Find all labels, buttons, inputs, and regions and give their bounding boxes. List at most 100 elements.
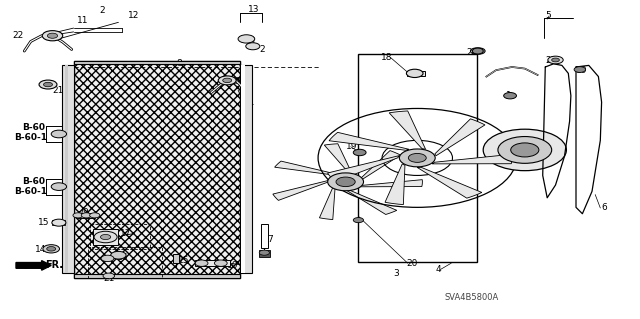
Text: 16: 16 <box>116 253 128 262</box>
Circle shape <box>246 43 260 50</box>
Bar <box>173 254 179 263</box>
Text: 8: 8 <box>176 59 182 68</box>
FancyArrow shape <box>16 261 51 270</box>
Bar <box>195 260 230 266</box>
Bar <box>65 65 68 273</box>
Text: 17: 17 <box>120 229 132 238</box>
Circle shape <box>483 129 566 171</box>
Circle shape <box>328 173 364 191</box>
Text: 15: 15 <box>178 256 189 265</box>
Polygon shape <box>275 161 339 175</box>
Circle shape <box>259 250 269 255</box>
Text: 22: 22 <box>230 77 242 86</box>
Text: FR.: FR. <box>45 260 63 271</box>
Bar <box>358 54 477 262</box>
Text: 1: 1 <box>506 91 511 100</box>
Circle shape <box>47 33 58 38</box>
Circle shape <box>42 31 63 41</box>
Polygon shape <box>346 190 397 214</box>
Circle shape <box>238 35 255 43</box>
Polygon shape <box>385 164 405 204</box>
Text: 9: 9 <box>82 208 88 217</box>
Text: 20: 20 <box>466 48 477 57</box>
Circle shape <box>51 130 67 138</box>
Text: 21: 21 <box>52 86 64 95</box>
Bar <box>88 247 162 278</box>
Text: 7: 7 <box>268 235 273 244</box>
Text: 21: 21 <box>104 274 115 283</box>
Text: 19: 19 <box>576 66 588 75</box>
Polygon shape <box>360 151 401 180</box>
Polygon shape <box>432 154 512 164</box>
Circle shape <box>406 69 423 78</box>
Circle shape <box>552 58 559 62</box>
Text: 2: 2 <box>99 6 105 15</box>
Circle shape <box>504 93 516 99</box>
Circle shape <box>548 56 563 64</box>
Circle shape <box>511 143 539 157</box>
Text: 10: 10 <box>227 261 239 270</box>
Circle shape <box>52 219 66 226</box>
Polygon shape <box>435 119 485 156</box>
Text: 6: 6 <box>602 204 607 212</box>
Text: 12: 12 <box>128 11 140 20</box>
Bar <box>259 250 270 257</box>
Circle shape <box>353 218 364 223</box>
Polygon shape <box>324 144 353 174</box>
Circle shape <box>574 67 586 72</box>
Bar <box>76 213 95 218</box>
Circle shape <box>90 213 100 218</box>
Bar <box>261 224 268 248</box>
Bar <box>52 220 65 225</box>
Bar <box>62 65 74 273</box>
Text: 21: 21 <box>243 98 255 107</box>
Bar <box>74 274 240 278</box>
Text: 3: 3 <box>394 269 399 278</box>
Circle shape <box>408 153 426 162</box>
Text: 14: 14 <box>35 245 47 254</box>
Circle shape <box>401 150 433 166</box>
Circle shape <box>43 245 60 253</box>
Text: B-60-1: B-60-1 <box>14 133 47 142</box>
Circle shape <box>472 48 485 54</box>
Polygon shape <box>358 180 422 187</box>
Text: 13: 13 <box>248 5 260 14</box>
Text: 20: 20 <box>406 259 418 268</box>
Text: 22: 22 <box>13 31 24 40</box>
Circle shape <box>353 149 366 156</box>
Circle shape <box>336 177 355 187</box>
Circle shape <box>498 137 552 163</box>
Text: 2: 2 <box>259 45 265 54</box>
Bar <box>90 224 150 249</box>
Text: 15: 15 <box>38 218 50 227</box>
Polygon shape <box>273 180 330 200</box>
Bar <box>74 61 240 278</box>
Circle shape <box>44 82 52 87</box>
Circle shape <box>218 76 236 85</box>
Circle shape <box>100 234 111 240</box>
Circle shape <box>214 260 227 266</box>
Bar <box>241 65 245 273</box>
Circle shape <box>111 251 126 259</box>
Text: 11: 11 <box>77 16 88 25</box>
Circle shape <box>101 255 114 262</box>
Text: 5: 5 <box>545 11 551 20</box>
Circle shape <box>195 260 208 266</box>
Bar <box>74 61 240 64</box>
Circle shape <box>103 273 115 279</box>
Circle shape <box>39 80 57 89</box>
Circle shape <box>47 247 56 251</box>
Bar <box>407 71 425 76</box>
Circle shape <box>81 213 92 218</box>
Text: 19: 19 <box>346 142 357 151</box>
Polygon shape <box>329 132 409 150</box>
Text: 23: 23 <box>545 56 557 65</box>
Circle shape <box>51 183 67 190</box>
Text: SVA4B5800A: SVA4B5800A <box>445 293 499 302</box>
Circle shape <box>94 231 117 243</box>
Circle shape <box>399 149 435 167</box>
Text: 11: 11 <box>246 37 258 46</box>
Text: B-60: B-60 <box>22 177 45 186</box>
Text: 4: 4 <box>435 265 441 274</box>
Polygon shape <box>389 111 426 149</box>
